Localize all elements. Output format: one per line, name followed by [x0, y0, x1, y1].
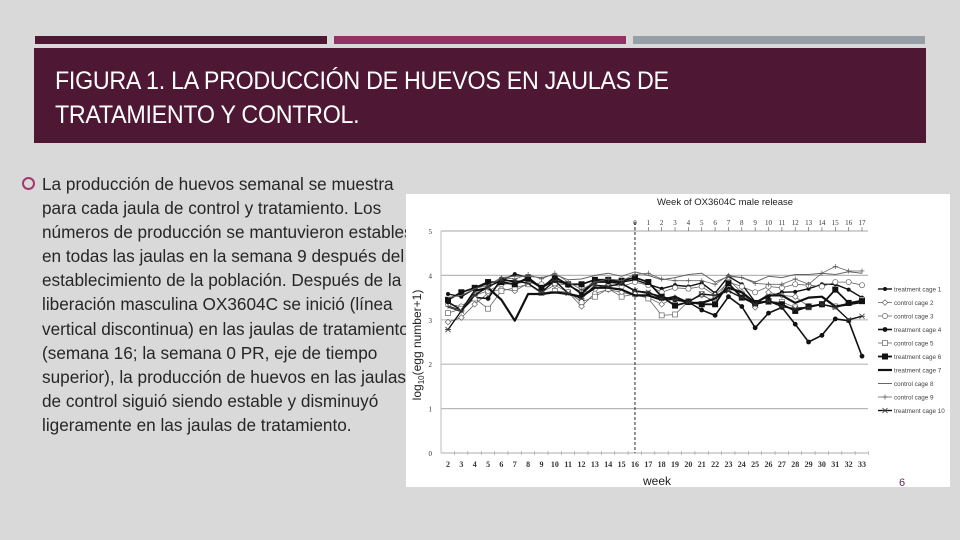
- series-line: [447, 286, 863, 322]
- series-line: [447, 279, 863, 331]
- top-tick-label: 1: [647, 219, 651, 227]
- decor-bar-2: [334, 36, 626, 44]
- x-tick-label: 6: [499, 460, 503, 469]
- x-tick-label: 26: [765, 460, 773, 469]
- top-tick-label: 12: [792, 219, 800, 227]
- x-tick-label: 32: [845, 460, 853, 469]
- x-tick-label: 17: [644, 460, 652, 469]
- x-tick-label: 13: [591, 460, 599, 469]
- x-tick-label: 23: [724, 460, 732, 469]
- series-line: [447, 273, 863, 303]
- legend-label: treatment cage 1: [894, 287, 942, 294]
- top-tick-label: 9: [753, 219, 757, 227]
- y-tick-label: 0: [429, 450, 433, 458]
- legend-label: control cage 8: [894, 381, 934, 388]
- x-tick-label: 30: [818, 460, 826, 469]
- top-tick-label: 4: [687, 219, 691, 227]
- x-tick-label: 10: [551, 460, 559, 469]
- x-tick-label: 31: [831, 460, 839, 469]
- top-tick-label: 7: [727, 219, 731, 227]
- x-tick-label: 22: [711, 460, 719, 469]
- legend-label: treatment cage 10: [894, 408, 945, 415]
- x-tick-label: 27: [778, 460, 786, 469]
- top-tick-label: 2: [660, 219, 664, 227]
- top-tick-label: 3: [673, 219, 677, 227]
- y-axis-label: log10(egg number+1): [410, 290, 426, 401]
- x-tick-label: 2: [446, 460, 450, 469]
- y-tick-label: 2: [429, 361, 433, 369]
- x-tick-label: 19: [671, 460, 679, 469]
- slide-title: FIGURA 1. LA PRODUCCIÓN DE HUEVOS EN JAU…: [55, 67, 669, 129]
- legend-label: control cage 2: [894, 300, 934, 307]
- legend-label: treatment cage 7: [894, 368, 942, 375]
- hollow-circle-bullet-icon: [22, 177, 35, 190]
- top-tick-label: 13: [805, 219, 813, 227]
- legend-label: control cage 3: [894, 314, 934, 321]
- y-tick-label: 3: [429, 317, 433, 325]
- legend-label: treatment cage 4: [894, 327, 942, 334]
- x-tick-label: 8: [526, 460, 530, 469]
- x-tick-label: 9: [539, 460, 543, 469]
- x-tick-label: 20: [684, 460, 692, 469]
- x-tick-label: 33: [858, 460, 866, 469]
- x-tick-label: 29: [805, 460, 813, 469]
- y-tick-label: 5: [429, 228, 433, 236]
- x-tick-label: 21: [698, 460, 706, 469]
- decor-bar-3: [633, 36, 925, 44]
- legend-label: control cage 9: [894, 395, 934, 402]
- top-tick-label: 6: [713, 219, 717, 227]
- x-tick-label: 25: [751, 460, 759, 469]
- top-axis-title: Week of OX3604C male release: [657, 197, 793, 208]
- top-tick-label: 15: [832, 219, 840, 227]
- x-tick-label: 11: [564, 460, 572, 469]
- x-axis-label: week: [642, 474, 672, 487]
- top-tick-label: 10: [765, 219, 773, 227]
- top-tick-label: 17: [859, 219, 867, 227]
- x-tick-label: 18: [658, 460, 666, 469]
- x-tick-label: 12: [578, 460, 586, 469]
- x-tick-label: 5: [486, 460, 490, 469]
- page-number: 6: [899, 477, 906, 489]
- top-tick-label: 14: [818, 219, 826, 227]
- decor-bar-1: [35, 36, 327, 44]
- x-tick-label: 4: [473, 460, 477, 469]
- legend-label: treatment cage 6: [894, 354, 942, 361]
- top-tick-label: 16: [845, 219, 853, 227]
- top-tick-label: 11: [778, 219, 785, 227]
- title-banner: FIGURA 1. LA PRODUCCIÓN DE HUEVOS EN JAU…: [34, 48, 926, 143]
- legend-label: control cage 5: [894, 341, 934, 348]
- top-tick-label: 5: [700, 219, 704, 227]
- egg-production-chart: 0 1 2 3 4 5 2 3 4 5 6 7 8 9 10 11 12 13 14 15 16 17 18 19 20 21 22…: [406, 194, 950, 487]
- series-line: [447, 271, 863, 299]
- bullet-text: La producción de huevos semanal se muest…: [42, 174, 413, 435]
- top-tick-label: 8: [740, 219, 744, 227]
- x-tick-label: 16: [631, 460, 639, 469]
- x-tick-label: 14: [604, 460, 612, 469]
- x-tick-label: 7: [513, 460, 517, 469]
- x-tick-label: 28: [791, 460, 799, 469]
- bullet-list: La producción de huevos semanal se muest…: [20, 172, 415, 437]
- y-tick-label: 1: [429, 406, 433, 414]
- y-tick-label: 4: [429, 272, 433, 280]
- x-tick-label: 24: [738, 460, 746, 469]
- x-tick-label: 3: [459, 460, 463, 469]
- x-tick-label: 15: [618, 460, 626, 469]
